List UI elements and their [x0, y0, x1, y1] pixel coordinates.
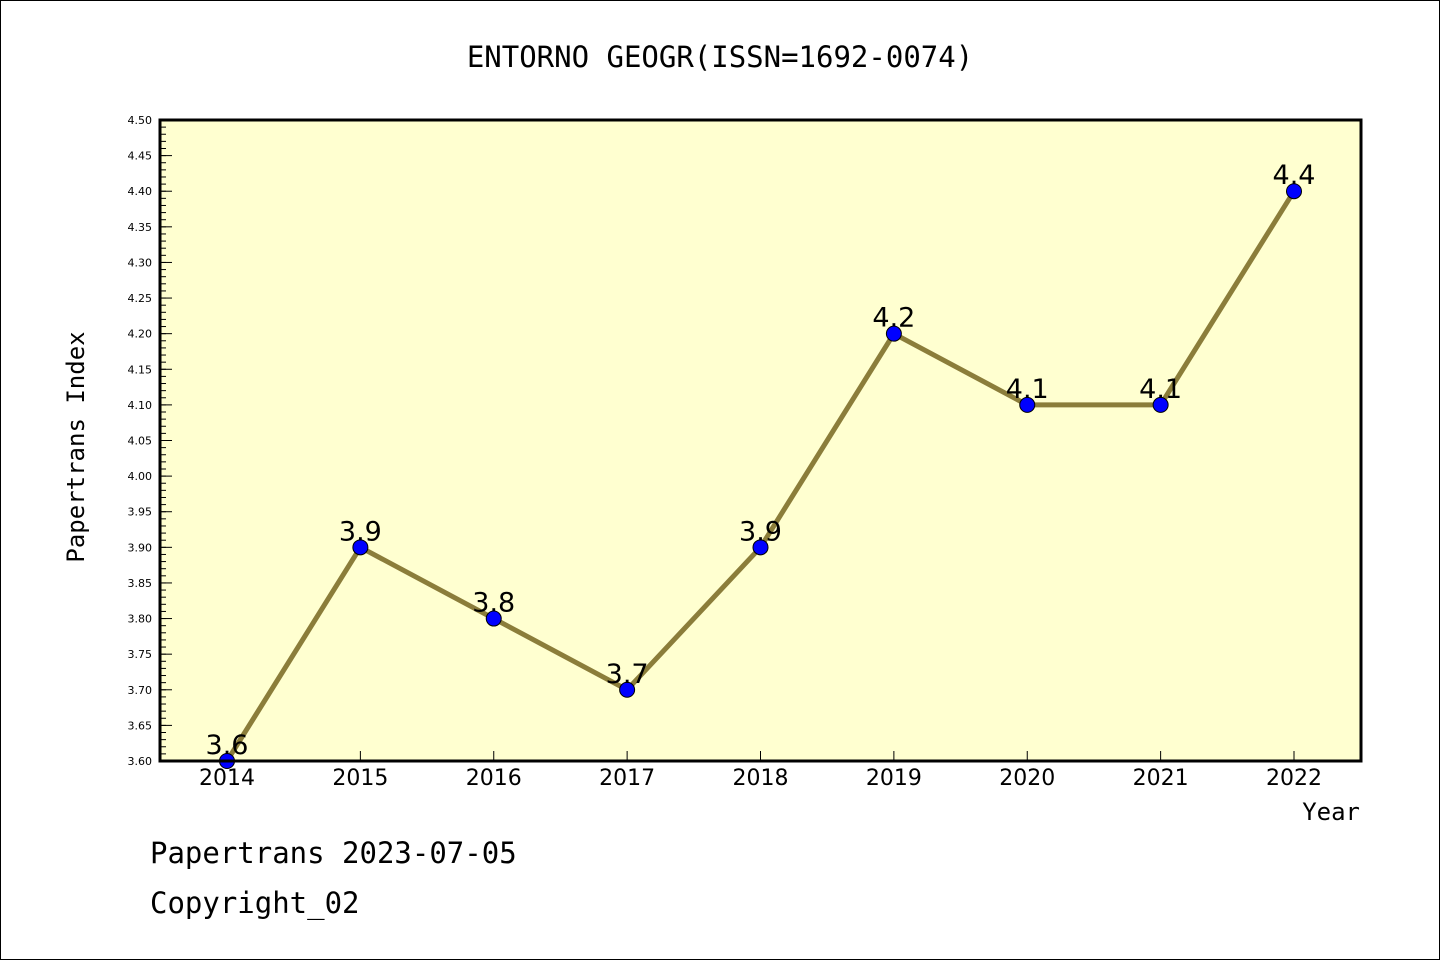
y-axis-label: Papertrans Index — [62, 331, 90, 562]
data-label: 4.2 — [872, 303, 915, 334]
data-point — [885, 325, 902, 342]
data-label: 4.1 — [1139, 374, 1182, 405]
y-tick-label: 4.50 — [128, 114, 153, 127]
x-tick-label: 2014 — [199, 766, 255, 791]
data-label: 3.9 — [739, 516, 782, 547]
data-label: 4.4 — [1273, 160, 1316, 191]
data-point — [1286, 183, 1302, 200]
y-tick-label: 4.25 — [128, 292, 153, 305]
data-point — [1152, 396, 1169, 413]
footer-copyright: Copyright_02 — [150, 886, 360, 921]
x-tick-label: 2019 — [866, 766, 922, 791]
series-markers — [219, 183, 1302, 769]
data-point — [352, 539, 369, 556]
y-tick-label: 3.90 — [128, 541, 153, 554]
y-tick-label: 4.35 — [128, 221, 153, 234]
plot-area — [160, 120, 1361, 761]
x-tick-label: 2020 — [999, 766, 1055, 791]
y-tick-label: 3.70 — [128, 684, 153, 697]
y-tick-label: 4.45 — [128, 150, 153, 163]
y-tick-label: 3.85 — [128, 577, 153, 590]
y-tick-label: 3.80 — [128, 613, 153, 626]
data-label: 3.6 — [206, 730, 249, 761]
data-labels: 3.6 3.9 3.8 3.7 3.9 4.2 4.1 4.1 4.4 — [206, 160, 1316, 761]
y-tick-label: 4.30 — [128, 256, 153, 269]
x-tick-label: 2015 — [332, 766, 388, 791]
plot-border — [158, 118, 1363, 763]
chart-title: ENTORNO GEOGR(ISSN=1692-0074) — [467, 40, 973, 74]
data-point — [752, 539, 769, 556]
data-point — [1019, 396, 1036, 413]
x-tick-label: 2017 — [599, 766, 655, 791]
y-tick-label: 3.65 — [128, 719, 153, 732]
y-tick-label: 4.00 — [128, 470, 153, 483]
x-tick-label: 2022 — [1266, 766, 1322, 791]
y-tick-label: 3.95 — [128, 506, 153, 519]
x-tick-label: 2021 — [1133, 766, 1189, 791]
footer-date: Papertrans 2023-07-05 — [150, 836, 517, 870]
data-label: 3.7 — [606, 659, 649, 690]
y-axis-ticks: 3.60 3.65 3.70 3.75 3.80 3.85 3.90 3.95 4.00 4.05… — [128, 114, 172, 768]
x-axis-label: Year — [1302, 798, 1360, 826]
data-label: 4.1 — [1006, 374, 1049, 405]
x-tick-label: 2016 — [466, 766, 522, 791]
data-label: 3.8 — [472, 588, 515, 619]
y-tick-label: 4.10 — [128, 399, 153, 412]
y-tick-label: 3.60 — [128, 755, 153, 768]
y-tick-label: 4.15 — [128, 363, 153, 376]
y-tick-label: 4.20 — [128, 328, 153, 341]
y-tick-label: 4.05 — [128, 435, 153, 448]
data-point — [619, 681, 636, 698]
data-point — [485, 610, 502, 627]
x-tick-label: 2018 — [733, 766, 789, 791]
y-tick-label: 3.75 — [128, 648, 153, 661]
data-label: 3.9 — [339, 516, 382, 547]
y-tick-label: 4.40 — [128, 185, 153, 198]
x-axis-ticks: 2014 2015 2016 2017 2018 2019 2020 2021 2022 — [199, 751, 1322, 791]
